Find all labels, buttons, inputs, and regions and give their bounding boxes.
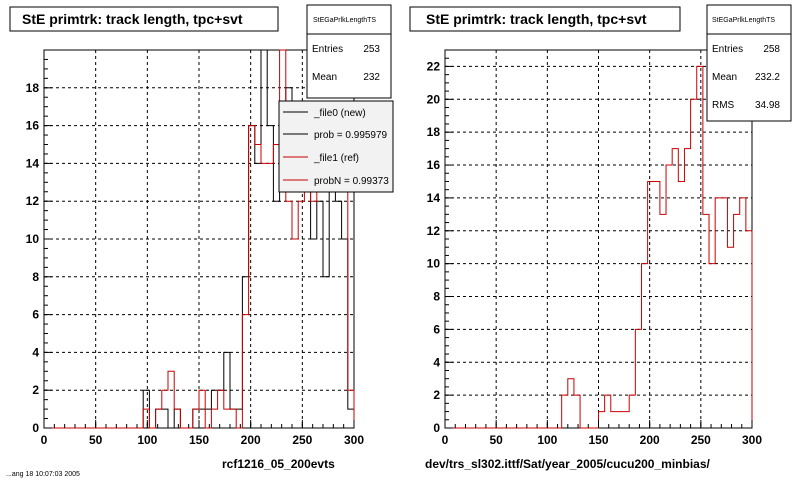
right-x-tick-label: 200 [640,433,660,447]
left-y-tick-label: 18 [26,81,40,95]
left-stats-mean-label: Mean [312,72,337,83]
left-x-tick-label: 0 [41,433,48,447]
right-y-tick-label: 20 [427,92,441,106]
right-stats-rms-value: 34.98 [755,100,780,111]
left-x-tick-label: 50 [89,433,103,447]
left-title-box [9,6,279,32]
left-x-tick-label: 300 [344,433,364,447]
legend-entry-prob: prob = 0.995979 [314,130,388,141]
left-axis-ticks: 0 50 100 150 200 250 300 0 2 4 6 8 10 12 14 16 18 [26,49,364,447]
left-y-tick-label: 14 [26,156,40,170]
right-stats-mean-label: Mean [712,72,737,83]
left-y-tick-label: 2 [32,383,39,397]
right-y-tick-label: 6 [433,322,440,336]
left-stats-mean-value: 232 [363,72,380,83]
legend-entry-probn: probN = 0.99373 [314,176,389,187]
right-x-tick-label: 300 [742,433,762,447]
left-y-tick-label: 0 [32,421,39,435]
right-stats-mean-value: 232.2 [755,72,780,83]
legend-entry-new: _file0 (new) [313,108,366,119]
right-x-tick-label: 150 [588,433,608,447]
right-x-tick-label: 100 [537,433,557,447]
right-y-tick-label: 0 [433,421,440,435]
right-y-tick-label: 16 [427,158,441,172]
left-x-tick-label: 100 [137,433,157,447]
right-y-tick-label: 8 [433,290,440,304]
right-stats-header: StEGaPrlkLengthTS [712,17,775,24]
left-x-tick-label: 150 [189,433,209,447]
left-y-tick-label: 8 [32,270,39,284]
left-stats-box: StEGaPrlkLengthTS Entries 253 Mean 232 [306,4,392,99]
left-legend-box: _file0 (new) prob = 0.995979 _file1 (ref… [278,100,394,193]
right-axis-ticks: 0 50 100 150 200 250 300 0 2 4 6 8 10 12 14 16 18 20 22 [427,49,762,447]
right-histogram-panel: 0 50 100 150 200 250 300 0 2 4 6 8 10 12 14 16 18 20 22 St… [409,4,792,471]
left-y-tick-label: 4 [32,345,39,359]
left-x-tick-label: 250 [292,433,312,447]
right-y-tick-label: 2 [433,388,440,402]
left-chart-title: StE primtrk: track length, tpc+svt [22,11,243,27]
legend-entry-ref: _file1 (ref) [313,153,359,164]
right-stats-rms-label: RMS [712,100,735,111]
right-x-tick-label: 250 [691,433,711,447]
left-y-tick-label: 12 [26,194,40,208]
right-y-tick-label: 4 [433,355,440,369]
left-footer-label: rcf1216_05_200evts [222,457,335,471]
right-series-0-step-line [445,65,753,429]
left-y-tick-label: 16 [26,119,40,133]
right-title-box [409,6,681,32]
right-x-tick-label: 0 [442,433,449,447]
left-series [44,49,355,429]
right-y-tick-label: 14 [427,191,441,205]
right-x-tick-label: 50 [489,433,503,447]
left-y-tick-label: 10 [26,232,40,246]
right-footer-label: dev/trs_sl302.ittf/Sat/year_2005/cucu200… [425,457,710,471]
left-stats-entries-value: 253 [363,44,380,55]
right-series [445,65,753,429]
left-y-tick-label: 6 [32,308,39,322]
right-y-tick-label: 18 [427,125,441,139]
left-x-tick-label: 200 [241,433,261,447]
left-histogram-panel: 0 50 100 150 200 250 300 0 2 4 6 8 10 12 14 16 18 StE pr… [6,4,394,478]
left-series-1-step-line [44,49,355,429]
left-stats-entries-label: Entries [312,44,343,55]
right-stats-box: StEGaPrlkLengthTS Entries 258 Mean 232.2… [706,4,792,122]
left-stats-header: StEGaPrlkLengthTS [313,17,376,24]
right-stats-entries-value: 258 [763,44,780,55]
right-y-tick-label: 12 [427,224,441,238]
left-corner-timestamp: ...ang 18 10:07:03 2005 [6,471,80,478]
right-grid [445,50,752,428]
right-y-tick-label: 22 [427,59,441,73]
right-y-tick-label: 10 [427,257,441,271]
right-stats-entries-label: Entries [712,44,743,55]
right-chart-title: StE primtrk: track length, tpc+svt [426,11,647,27]
